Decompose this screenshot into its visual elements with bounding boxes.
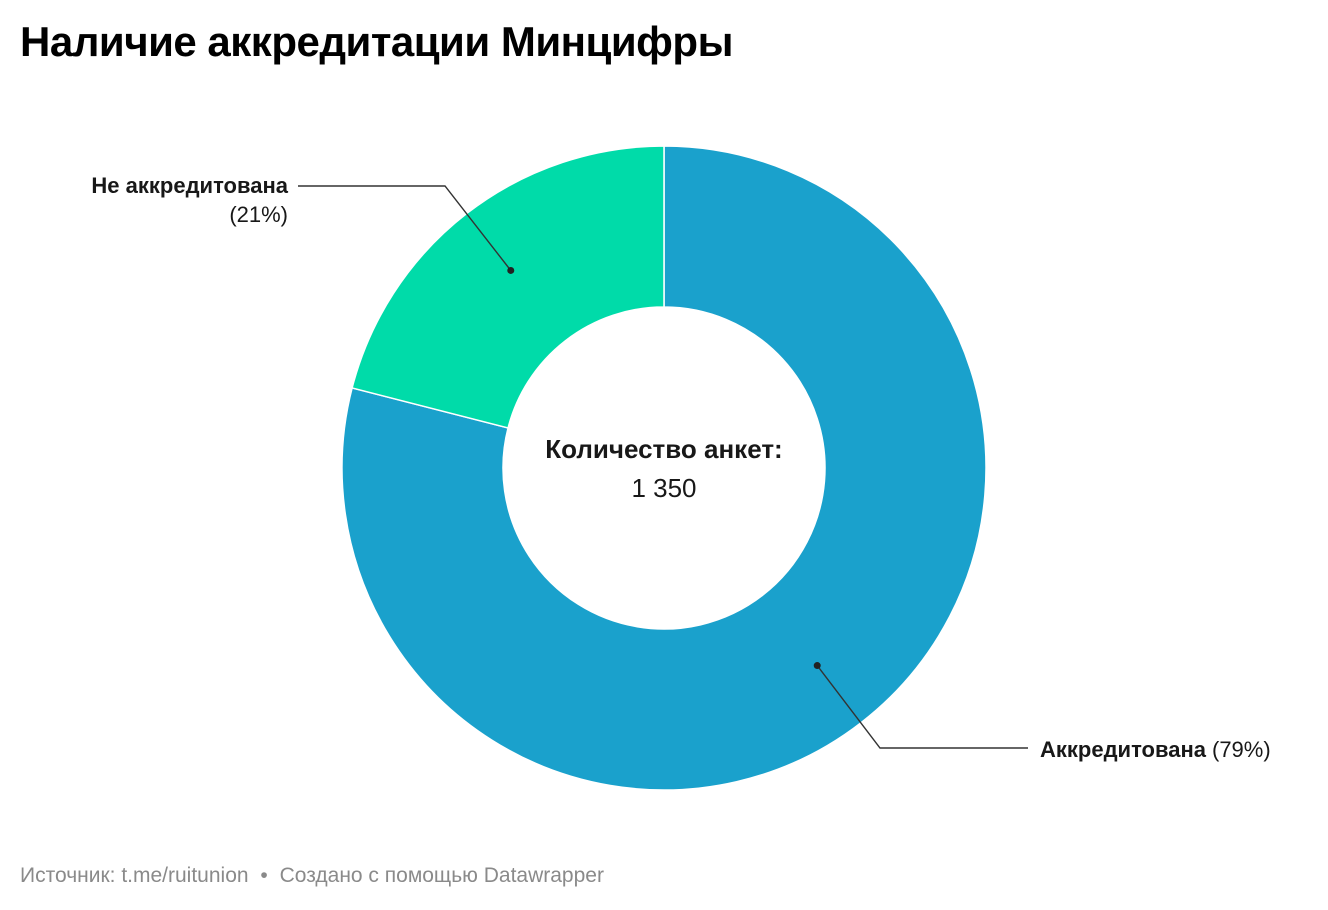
center-value: 1 350 [631, 473, 696, 503]
donut-slices [341, 145, 987, 791]
leader-lines [298, 185, 1028, 749]
slice-label-percent-1: (21%) [229, 202, 288, 227]
slice-label-0: Аккредитована (79%) [1040, 737, 1271, 762]
footer: Источник: t.me/ruitunion • Создано с пом… [20, 864, 604, 888]
donut-slice-1[interactable] [351, 145, 665, 429]
leader-line-0 [816, 665, 1028, 749]
leader-dot-0 [813, 662, 821, 670]
leader-line-1 [298, 185, 512, 271]
source-label: Источник: [20, 864, 116, 887]
slice-label-1: Не аккредитована (21%) [91, 173, 288, 227]
footer-separator: • [260, 864, 268, 887]
chart-title: Наличие аккредитации Минцифры [20, 18, 733, 65]
source-link[interactable]: t.me/ruitunion [121, 864, 249, 887]
leader-dot-1 [507, 266, 515, 274]
slice-label-name-1: Не аккредитована [91, 173, 288, 198]
slice-label-percent-0: (79%) [1212, 737, 1271, 762]
slice-labels: Аккредитована (79%) Не аккредитована (21%) [91, 173, 1270, 762]
slice-label-name-0: Аккредитована [1040, 737, 1207, 762]
donut-slice-0[interactable] [341, 145, 987, 791]
center-label: Количество анкет: [545, 434, 782, 464]
credit-text: Создано с помощью Datawrapper [279, 864, 604, 887]
